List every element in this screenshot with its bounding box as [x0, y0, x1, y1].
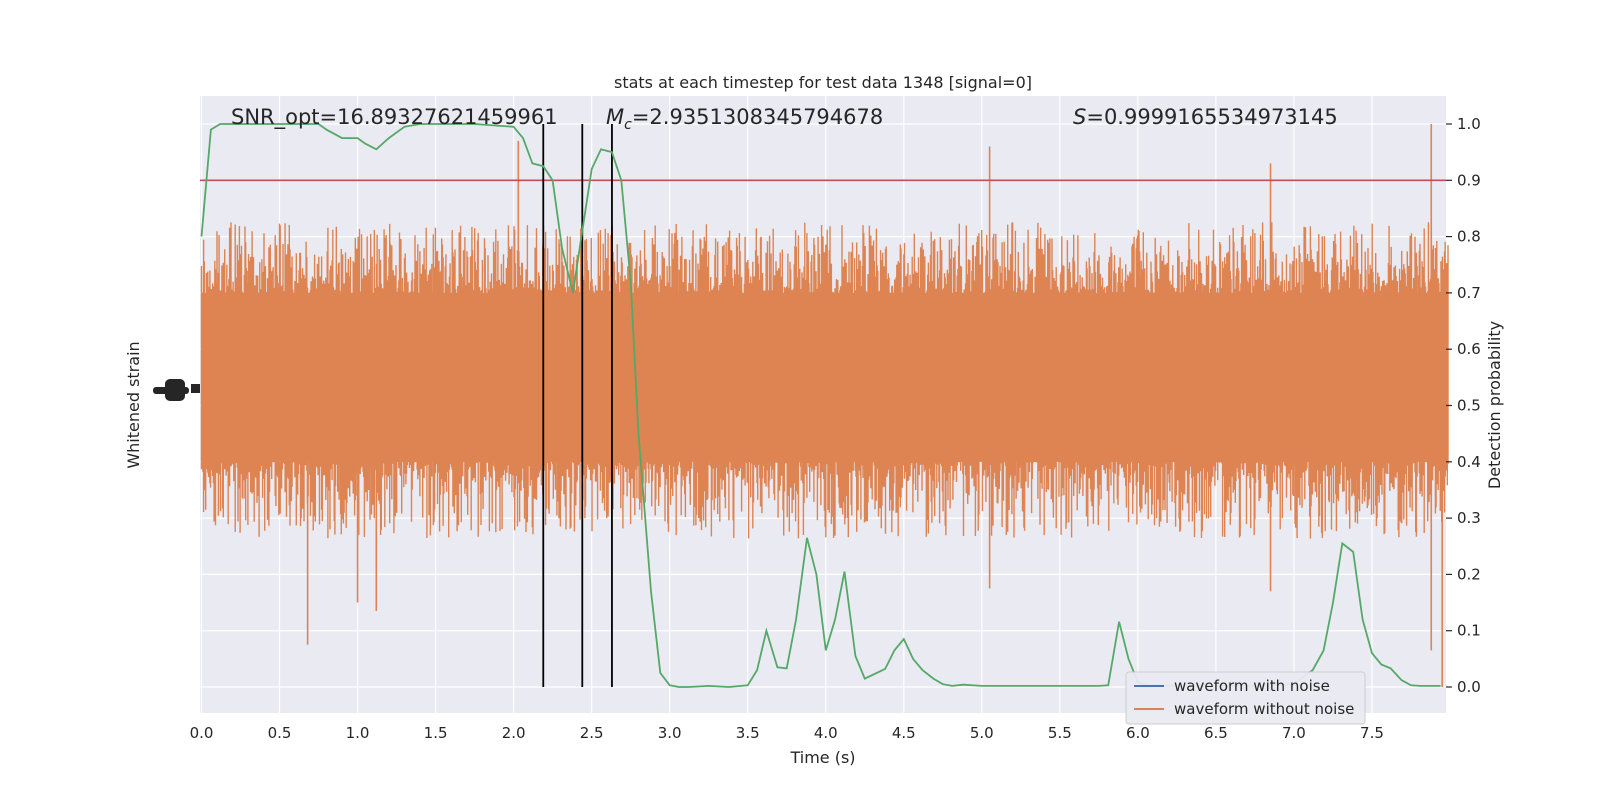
- x-tick-label: 5.0: [970, 724, 994, 742]
- y-tick-label: 1.0: [1457, 115, 1481, 133]
- x-tick-label: 5.5: [1048, 724, 1072, 742]
- mc-value: =2.9351308345794678: [632, 105, 883, 129]
- legend-box: [1125, 671, 1366, 725]
- x-axis-label: Time (s): [789, 748, 855, 767]
- x-tick-label: 2.5: [580, 724, 604, 742]
- legend-label-without-noise: waveform without noise: [1174, 700, 1354, 718]
- legend-label-with-noise: waveform with noise: [1174, 677, 1330, 695]
- mc-subscript: c: [624, 117, 632, 133]
- legend: waveform with noise waveform without noi…: [1125, 671, 1366, 725]
- x-tick-label: 4.0: [814, 724, 838, 742]
- y-right-axis-ticks: 0.0 0.1 0.2 0.3 0.4 0.5 0.6 0.7 0.8 0.9 1.0: [1446, 115, 1481, 696]
- x-tick-label: 0.0: [190, 724, 214, 742]
- x-tick-label: 7.0: [1282, 724, 1306, 742]
- x-tick-label: 6.0: [1126, 724, 1150, 742]
- y-tick-label: 0.7: [1457, 284, 1481, 302]
- y-tick-label: 0.3: [1457, 509, 1481, 527]
- x-tick-label: 0.5: [268, 724, 292, 742]
- y-tick-label: 0.6: [1457, 340, 1481, 358]
- x-tick-label: 1.5: [424, 724, 448, 742]
- x-tick-label: 4.5: [892, 724, 916, 742]
- x-tick-label: 3.5: [736, 724, 760, 742]
- x-tick-label: 3.0: [658, 724, 682, 742]
- y-tick-label: 0.8: [1457, 228, 1481, 246]
- x-tick-label: 1.0: [346, 724, 370, 742]
- y-left-axis-label: Whitened strain: [124, 341, 143, 468]
- chart-title: stats at each timestep for test data 134…: [614, 73, 1032, 92]
- x-tick-label: 6.5: [1204, 724, 1228, 742]
- s-annotation: S=0.9999165534973145: [1073, 105, 1338, 129]
- snr-annotation: SNR_opt=16.89327621459961: [231, 105, 558, 130]
- y-right-axis-label: Detection probability: [1485, 321, 1504, 489]
- y-tick-label: 0.4: [1457, 453, 1481, 471]
- noise-spikes: [200, 222, 1449, 539]
- series-waveform-without-noise: [200, 124, 1449, 687]
- x-tick-label: 2.0: [502, 724, 526, 742]
- x-axis-ticks: 0.0 0.5 1.0 1.5 2.0 2.5 3.0 3.5 4.0 4.5 5.0 5.5 6.0 6…: [190, 724, 1384, 742]
- overlay-lines: [200, 124, 1446, 687]
- chirp-mass-annotation: Mc=2.9351308345794678: [606, 105, 883, 133]
- y-tick-label: 0.0: [1457, 678, 1481, 696]
- s-value: =0.9999165534973145: [1086, 105, 1337, 129]
- mc-symbol: M: [606, 105, 624, 129]
- y-tick-label: 0.9: [1457, 171, 1481, 189]
- x-tick-label: 7.5: [1360, 724, 1384, 742]
- y-tick-label: 0.5: [1457, 397, 1481, 415]
- s-symbol: S: [1073, 105, 1086, 129]
- y-tick-label: 0.1: [1457, 622, 1481, 640]
- y-tick-label: 0.2: [1457, 565, 1481, 583]
- left-axis-overlap-ticks: [153, 379, 200, 401]
